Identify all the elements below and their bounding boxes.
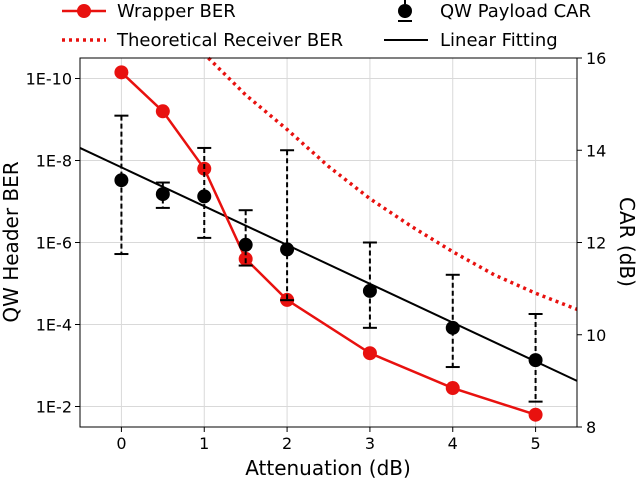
car-point <box>197 189 212 204</box>
legend-item-linear-fitting: Linear Fitting <box>384 30 558 51</box>
car-point <box>114 173 129 188</box>
wrapper-ber-point <box>445 381 460 396</box>
legend-swatch-car-marker <box>398 4 412 18</box>
car-point <box>528 353 543 368</box>
wrapper-ber-line <box>120 71 536 416</box>
wrapper-ber-point <box>362 346 377 361</box>
y-right-tick-label: 16 <box>586 49 606 68</box>
y-left-tick-label: 1E-8 <box>36 152 72 171</box>
y-right-axis-title: CAR (dB) <box>615 197 639 287</box>
y-right-tick-label: 10 <box>586 326 606 345</box>
plot-series <box>79 56 578 422</box>
x-tick-label: 1 <box>199 434 209 453</box>
y-left-ticks: 1E-10 1E-8 1E-6 1E-4 1E-2 <box>26 70 80 417</box>
wrapper-ber-point <box>528 407 543 422</box>
linear-fit-line <box>79 147 578 382</box>
y-right-tick-label: 12 <box>586 234 606 253</box>
y-right-ticks: 8 10 12 14 16 <box>577 49 606 437</box>
theoretical-ber-line <box>207 56 578 312</box>
legend: Wrapper BER QW Payload CAR Theoretical R… <box>62 0 591 51</box>
legend-label-wrapper-ber: Wrapper BER <box>117 1 236 22</box>
legend-item-qw-payload-car: QW Payload CAR <box>398 0 591 22</box>
y-left-axis-title: QW Header BER <box>0 161 23 322</box>
y-left-tick-label: 1E-10 <box>26 70 72 89</box>
x-ticks: 0 1 2 3 4 5 <box>116 427 541 453</box>
x-tick-label: 3 <box>365 434 375 453</box>
x-tick-label: 0 <box>116 434 126 453</box>
legend-label-theoretical-ber: Theoretical Receiver BER <box>116 30 343 51</box>
y-right-tick-label: 8 <box>586 418 596 437</box>
wrapper-ber-point <box>114 65 129 80</box>
car-point <box>155 187 170 202</box>
wrapper-ber-point <box>155 104 170 119</box>
grid-lines <box>80 58 577 427</box>
y-right-tick-label: 14 <box>586 141 606 160</box>
y-left-tick-label: 1E-6 <box>36 234 72 253</box>
legend-label-qw-payload-car: QW Payload CAR <box>440 1 591 22</box>
y-left-tick-label: 1E-2 <box>36 398 72 417</box>
x-tick-label: 5 <box>530 434 540 453</box>
car-point <box>280 242 295 257</box>
x-tick-label: 4 <box>448 434 458 453</box>
legend-label-linear-fitting: Linear Fitting <box>440 30 558 51</box>
legend-swatch-wrapper-ber-marker <box>77 4 91 18</box>
x-tick-label: 2 <box>282 434 292 453</box>
legend-item-theoretical-ber: Theoretical Receiver BER <box>62 30 343 51</box>
car-point <box>238 237 253 252</box>
car-point <box>362 283 377 298</box>
car-point <box>445 320 460 335</box>
x-axis-title: Attenuation (dB) <box>245 456 411 480</box>
y-left-tick-label: 1E-4 <box>36 316 72 335</box>
legend-item-wrapper-ber: Wrapper BER <box>62 1 236 22</box>
